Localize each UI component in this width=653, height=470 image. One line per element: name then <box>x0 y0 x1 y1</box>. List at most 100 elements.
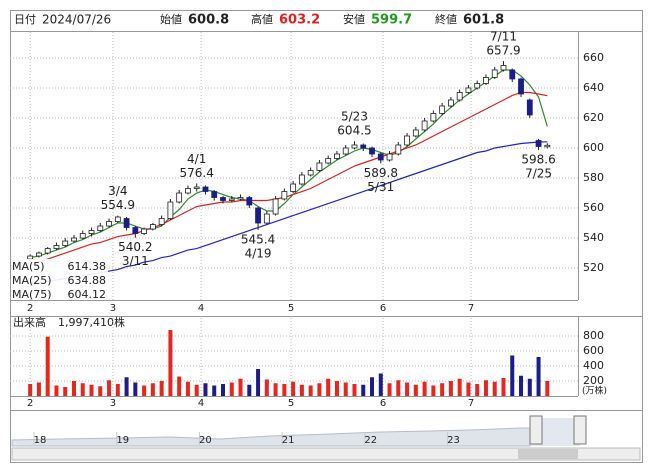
x-tick-label: 2 <box>27 303 33 314</box>
volume-bar <box>352 384 357 396</box>
x-tick-label: 4 <box>198 398 204 409</box>
candle-body <box>79 233 86 239</box>
candle-body <box>342 147 349 155</box>
volume-bar <box>194 384 199 396</box>
candle-body <box>430 113 437 122</box>
trough-value: 540.2 <box>118 240 152 254</box>
volume-bar <box>440 383 445 396</box>
candle-body <box>27 255 34 260</box>
peak-date: 5/23 <box>341 110 368 124</box>
volume-bar <box>370 377 375 396</box>
candle-body <box>263 213 270 224</box>
candle-body <box>149 224 156 230</box>
candle-body <box>211 191 218 198</box>
close-label: 終値 <box>435 12 457 26</box>
candle-body <box>71 237 77 242</box>
x-tick-label: 3 <box>110 303 116 314</box>
volume-bar <box>431 385 436 396</box>
volume-unit: (万株) <box>582 385 607 397</box>
x-tick-label: 5 <box>288 303 294 314</box>
volume-tick-label: 600 <box>583 344 604 357</box>
candle-body <box>544 144 551 148</box>
candle-body <box>369 147 375 155</box>
volume-bar <box>282 384 287 396</box>
volume-bar <box>124 377 129 396</box>
legend-name: MA(75) <box>12 288 52 301</box>
trough-date: 7/25 <box>525 167 552 181</box>
y-tick-label: 580 <box>583 171 604 184</box>
candle-body <box>44 248 51 254</box>
volume-bar <box>501 378 506 396</box>
candle-body <box>88 230 95 234</box>
volume-bar <box>168 330 173 396</box>
volume-bar <box>334 381 339 396</box>
candle-body <box>123 218 130 228</box>
legend-box <box>11 259 108 299</box>
low-value: 599.7 <box>371 13 412 28</box>
volume-bar <box>107 380 112 396</box>
volume-bar <box>457 378 462 396</box>
candle-body <box>535 140 542 147</box>
candle-body <box>176 192 183 203</box>
volume-bar <box>115 384 120 396</box>
volume-bar <box>492 381 497 396</box>
candle-body <box>518 78 524 95</box>
candle-body <box>360 144 367 149</box>
navigator-handle-right[interactable] <box>573 415 587 445</box>
high-value: 603.2 <box>279 13 320 28</box>
candle-body <box>106 221 112 227</box>
navigator-label: 22 <box>364 435 377 446</box>
low-label: 安値 <box>343 12 365 26</box>
volume-bar <box>177 376 182 396</box>
candle-body <box>491 69 498 78</box>
x-tick-label: 6 <box>380 398 386 409</box>
x-tick-label: 3 <box>110 398 116 409</box>
candle-body <box>395 144 402 155</box>
volume-bar <box>483 380 488 396</box>
candle-body <box>351 144 358 149</box>
candle-body <box>421 120 428 131</box>
volume-bar <box>63 387 68 396</box>
y-tick-label: 540 <box>583 231 604 244</box>
volume-title: 出来高 <box>13 315 46 329</box>
trough-date: 5/31 <box>367 180 394 194</box>
close-value: 601.8 <box>463 13 504 28</box>
volume-tick-label: 200 <box>583 374 604 387</box>
volume-bar <box>247 384 252 396</box>
scrollbar[interactable] <box>11 447 641 461</box>
legend-name: MA(5) <box>12 260 45 273</box>
volume-bar <box>36 382 41 396</box>
legend-value: 604.12 <box>68 288 107 301</box>
volume-bar <box>150 383 155 396</box>
candle-body <box>298 174 305 185</box>
ma-line <box>29 91 548 266</box>
candle-body <box>290 183 297 192</box>
high-label: 高値 <box>251 12 273 26</box>
volume-bar <box>545 381 550 396</box>
candle-body <box>202 186 209 192</box>
scrollbar-thumb[interactable] <box>518 449 578 459</box>
peak-date: 4/1 <box>187 152 206 166</box>
volume-bar <box>299 384 304 396</box>
candle-body <box>456 92 463 101</box>
date-label: 日付 <box>14 13 36 26</box>
candle-body <box>500 65 507 71</box>
candle-body <box>36 252 42 257</box>
candle-body <box>377 153 384 161</box>
volume-bar <box>396 380 401 396</box>
candle-body <box>412 129 419 137</box>
volume-bar <box>221 384 225 396</box>
volume-bar <box>291 381 296 396</box>
volume-bar <box>448 381 453 396</box>
y-tick-label: 640 <box>583 81 604 94</box>
open-label: 始値 <box>160 12 182 26</box>
volume-bar <box>510 355 515 396</box>
candle-body <box>132 227 139 234</box>
y-tick-label: 660 <box>583 51 604 64</box>
x-tick-label: 2 <box>27 398 33 409</box>
candle-body <box>193 186 200 189</box>
candle-body <box>439 105 446 114</box>
navigator-handle-left[interactable] <box>529 415 543 445</box>
candle-body <box>404 135 410 146</box>
